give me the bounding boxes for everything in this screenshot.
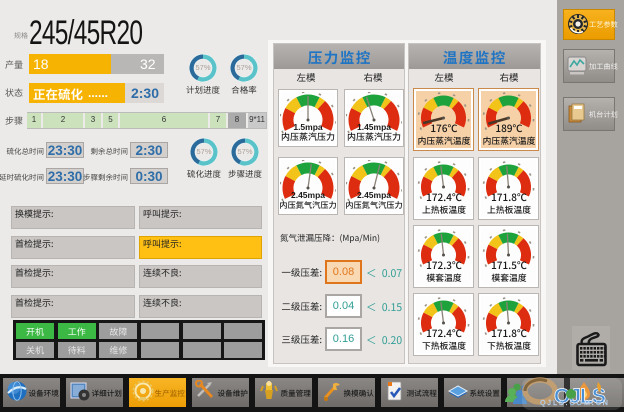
svg-text:QJLS.COM.CN: QJLS.COM.CN <box>540 400 610 407</box>
